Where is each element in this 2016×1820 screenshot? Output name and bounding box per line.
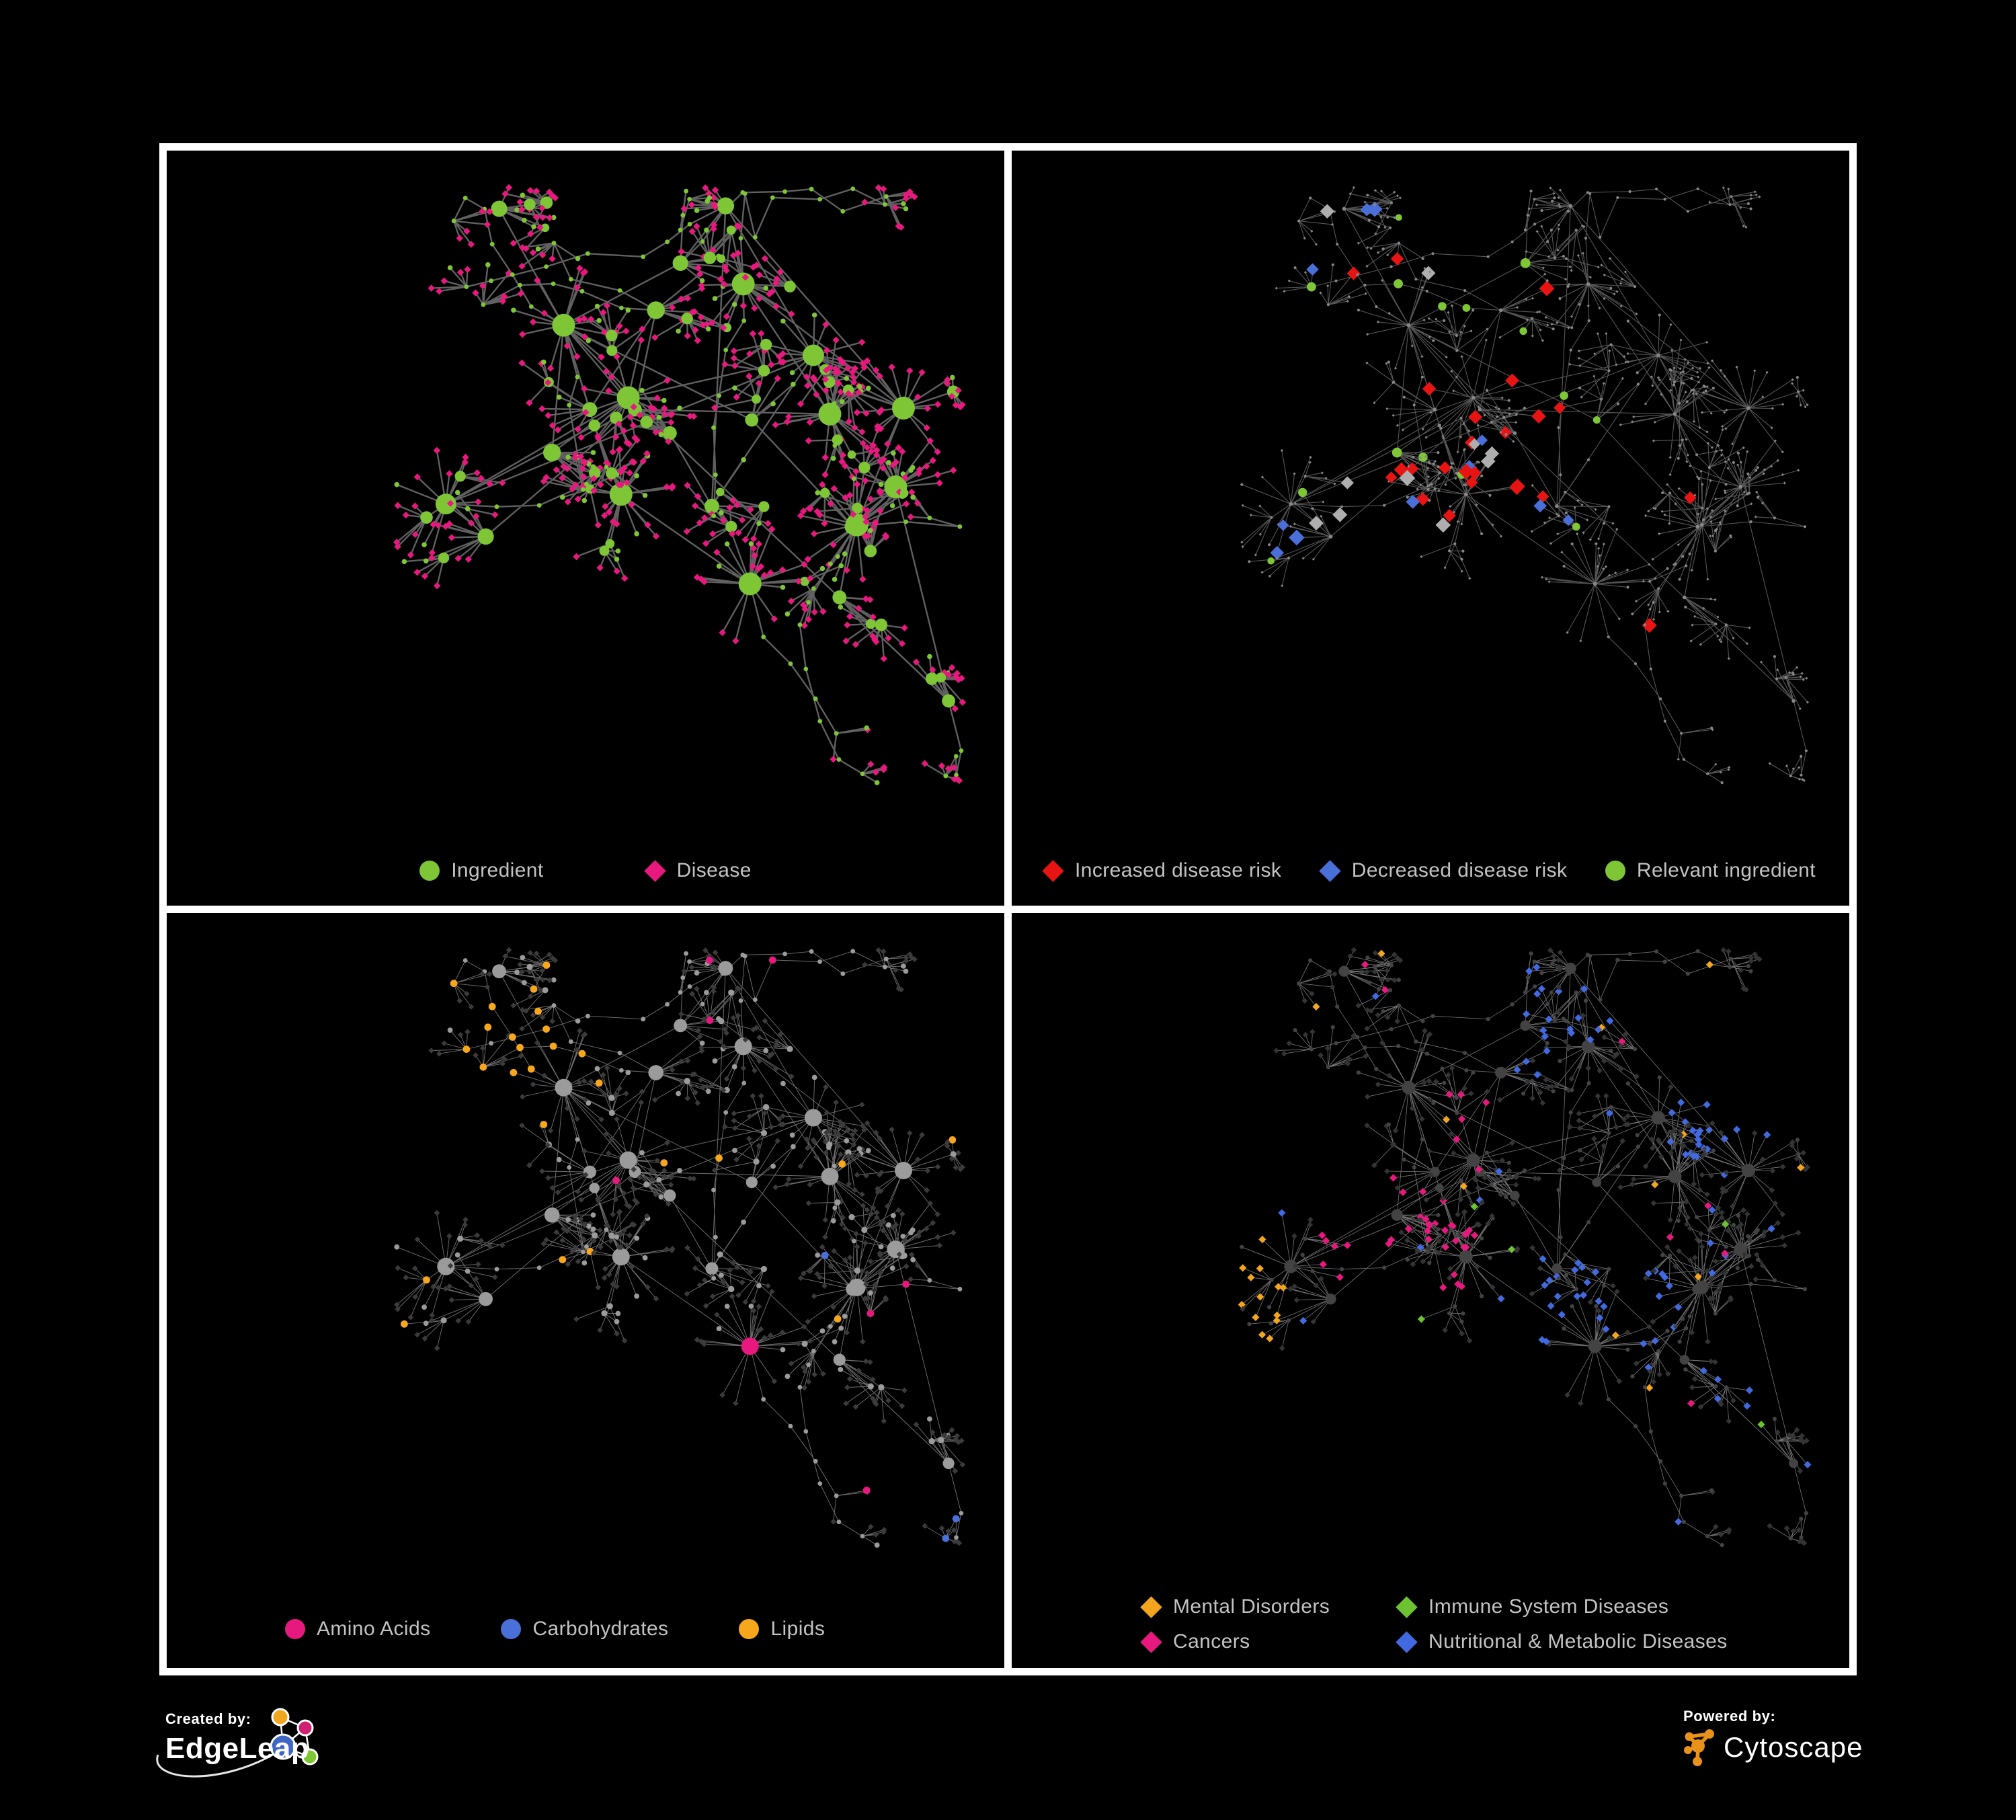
legend-item-decreased-risk: Decreased disease risk (1319, 859, 1568, 882)
amino-acids-swatch-icon (285, 1619, 305, 1639)
legend-ingredient-disease: Ingredient Disease (167, 859, 1004, 882)
legend-item-immune-diseases: Immune System Diseases (1396, 1595, 1728, 1618)
disease-swatch-icon (643, 859, 666, 882)
legend-item-increased-risk: Increased disease risk (1042, 859, 1282, 882)
edgeleap-branding: Created by: EdgeLeap (156, 1708, 319, 1778)
legend-item-carbohydrates: Carbohydrates (501, 1618, 668, 1640)
legend-disease-categories: Mental Disorders Immune System Diseases … (1012, 1595, 1849, 1653)
ingredient-swatch-icon (419, 861, 440, 881)
lipids-swatch-icon (739, 1619, 760, 1639)
legend-ingredient-classes: Amino Acids Carbohydrates Lipids (167, 1618, 1004, 1640)
legend-label-decreased-risk: Decreased disease risk (1351, 859, 1568, 881)
legend-item-cancers: Cancers (1140, 1630, 1396, 1653)
legend-item-mental-disorders: Mental Disorders (1140, 1595, 1396, 1618)
legend-item-ingredient: Ingredient (419, 859, 543, 882)
increased-risk-swatch-icon (1042, 859, 1064, 882)
network-ingredient-classes (394, 947, 966, 1548)
legend-disease-risk: Increased disease risk Decreased disease… (1012, 859, 1849, 882)
legend-label-carbohydrates: Carbohydrates (532, 1618, 669, 1640)
legend-label-nutritional-metabolic: Nutritional & Metabolic Diseases (1428, 1630, 1728, 1653)
legend-item-disease: Disease (643, 859, 752, 882)
legend-label-lipids: Lipids (770, 1618, 825, 1640)
nutritional-metabolic-swatch-icon (1396, 1630, 1418, 1653)
decreased-risk-swatch-icon (1319, 859, 1341, 882)
legend-item-nutritional-metabolic: Nutritional & Metabolic Diseases (1396, 1630, 1728, 1653)
cytoscape-logo-icon (1684, 1729, 1714, 1766)
legend-item-relevant-ingredient: Relevant ingredient (1605, 859, 1816, 882)
panel-ingredient-disease: Ingredient Disease (167, 151, 1004, 906)
panel-disease-risk: Increased disease risk Decreased disease… (1012, 151, 1849, 906)
legend-label-amino-acids: Amino Acids (317, 1618, 431, 1640)
edgeleap-logo-icon (156, 1708, 319, 1778)
relevant-ingredient-swatch-icon (1605, 861, 1625, 881)
legend-label-disease: Disease (676, 859, 752, 881)
legend-item-lipids: Lipids (739, 1618, 825, 1640)
immune-diseases-swatch-icon (1396, 1595, 1418, 1618)
panel-disease-categories: Mental Disorders Immune System Diseases … (1012, 913, 1849, 1668)
network-disease-risk (1240, 186, 1809, 785)
cancers-swatch-icon (1140, 1630, 1162, 1653)
legend-label-immune-diseases: Immune System Diseases (1428, 1595, 1669, 1618)
legend-label-ingredient: Ingredient (451, 859, 544, 881)
created-by-label: Created by: (165, 1710, 251, 1727)
network-ingredient-disease (393, 184, 967, 785)
edgeleap-brand-name: EdgeLeap (165, 1732, 310, 1765)
powered-by-label: Powered by: (1683, 1708, 1776, 1725)
legend-label-mental-disorders: Mental Disorders (1173, 1595, 1330, 1618)
cytoscape-branding: Powered by: Cytoscape (1683, 1708, 1863, 1767)
panel-ingredient-classes: Amino Acids Carbohydrates Lipids (167, 913, 1004, 1668)
network-disease-categories (1238, 947, 1812, 1548)
legend-label-cancers: Cancers (1173, 1630, 1250, 1653)
legend-label-relevant-ingredient: Relevant ingredient (1636, 859, 1816, 881)
legend-item-amino-acids: Amino Acids (285, 1618, 430, 1640)
cytoscape-brand-name: Cytoscape (1724, 1731, 1863, 1763)
carbohydrates-swatch-icon (501, 1619, 522, 1639)
legend-label-increased-risk: Increased disease risk (1075, 859, 1282, 881)
mental-disorders-swatch-icon (1140, 1595, 1162, 1618)
figure-grid: Ingredient Disease Increased disease ris… (159, 143, 1857, 1675)
